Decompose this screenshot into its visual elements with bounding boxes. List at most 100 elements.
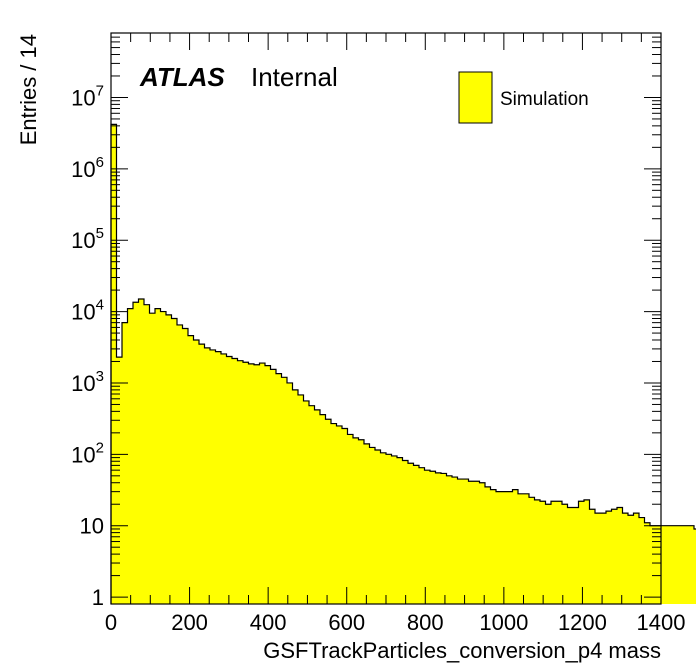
histogram-bar bbox=[545, 504, 552, 604]
histogram-bar bbox=[534, 499, 541, 604]
y-tick-exponent: 5 bbox=[96, 225, 104, 242]
histogram-bar bbox=[496, 491, 502, 604]
y-tick-base: 10 bbox=[71, 228, 95, 253]
histogram-bar bbox=[441, 473, 447, 604]
x-tick-label: 600 bbox=[328, 610, 365, 635]
x-axis-tick-labels: 0 200 400 600 800 1000 1200 1400 bbox=[105, 610, 686, 635]
histogram-bar bbox=[507, 491, 513, 604]
y-tick-exponent: 4 bbox=[96, 297, 104, 314]
internal-label: Internal bbox=[251, 62, 338, 92]
histogram-bar bbox=[402, 460, 409, 604]
histogram-bar bbox=[369, 447, 376, 604]
y-tick-label: 103 bbox=[71, 368, 104, 396]
histogram-bar bbox=[331, 423, 337, 604]
histogram-bar bbox=[182, 328, 189, 604]
histogram-bar bbox=[155, 308, 161, 604]
histogram-bar bbox=[232, 358, 238, 604]
histogram-bar bbox=[325, 419, 332, 604]
histogram-bar bbox=[320, 414, 326, 604]
x-tick-label: 200 bbox=[171, 610, 208, 635]
histogram-bar bbox=[424, 470, 431, 604]
histogram-bar bbox=[138, 299, 145, 604]
y-tick-base: 10 bbox=[71, 157, 95, 182]
histogram-bar bbox=[342, 428, 348, 604]
histogram-bar bbox=[611, 509, 618, 604]
histogram-bar bbox=[567, 507, 574, 604]
y-tick-exponent: 3 bbox=[96, 368, 104, 385]
y-tick-base: 10 bbox=[71, 85, 95, 110]
histogram-bar bbox=[661, 525, 667, 604]
histogram-bar bbox=[556, 501, 563, 604]
histogram-bar bbox=[188, 335, 194, 604]
histogram-bar bbox=[243, 362, 249, 604]
histogram-bar bbox=[468, 481, 475, 604]
legend-entry-label: Simulation bbox=[500, 89, 589, 110]
y-tick-label: 1 bbox=[92, 585, 104, 610]
y-tick-label: 104 bbox=[71, 297, 104, 325]
legend: Simulation bbox=[458, 71, 589, 124]
histogram-bar bbox=[408, 463, 414, 604]
histogram-bar bbox=[303, 400, 310, 604]
histogram-bar bbox=[413, 465, 420, 604]
y-tick-exponent: 7 bbox=[96, 82, 104, 99]
histogram-bar bbox=[666, 525, 673, 604]
legend-swatch bbox=[458, 71, 493, 124]
histogram-bar bbox=[166, 314, 172, 604]
histogram-bar bbox=[265, 365, 271, 604]
histogram-bar bbox=[518, 493, 524, 604]
histogram-bar bbox=[204, 347, 211, 604]
histogram-bar bbox=[683, 525, 689, 604]
histogram-bar bbox=[149, 313, 156, 604]
histogram-bar bbox=[237, 360, 244, 604]
histogram-bar bbox=[501, 491, 508, 604]
histogram-bar bbox=[347, 434, 354, 604]
histogram-bar bbox=[435, 472, 442, 604]
histogram-bar bbox=[391, 455, 398, 604]
histogram-bar bbox=[254, 364, 260, 604]
histogram-bar bbox=[248, 363, 255, 604]
atlas-label: ATLAS bbox=[139, 62, 225, 92]
y-axis-ticks bbox=[111, 32, 661, 598]
histogram-bar bbox=[419, 467, 425, 604]
histogram-bar bbox=[314, 409, 321, 604]
histogram-bar bbox=[430, 471, 436, 604]
histogram-bar bbox=[111, 124, 117, 604]
histogram-bar bbox=[584, 499, 590, 604]
histogram-bar bbox=[221, 353, 227, 604]
histogram-bar bbox=[177, 324, 183, 604]
x-axis-title: GSFTrackParticles_conversion_p4 mass bbox=[263, 638, 661, 663]
histogram-bar bbox=[364, 443, 370, 604]
y-tick-exponent: 2 bbox=[96, 439, 104, 456]
x-tick-label: 400 bbox=[250, 610, 287, 635]
histogram-bar bbox=[463, 479, 469, 604]
histogram-bar bbox=[122, 322, 128, 604]
histogram-bar bbox=[298, 394, 304, 604]
histogram-bar bbox=[386, 454, 392, 604]
histogram-bar bbox=[529, 497, 535, 604]
histogram-bar bbox=[160, 311, 167, 604]
histogram-bar bbox=[375, 450, 381, 604]
histogram-bar bbox=[490, 489, 497, 604]
histogram-bar bbox=[606, 511, 612, 604]
histogram-bar bbox=[116, 357, 123, 604]
histogram-bar bbox=[485, 486, 491, 604]
histogram-bar bbox=[397, 457, 403, 604]
histogram-bar bbox=[309, 405, 315, 604]
histogram-bar bbox=[578, 501, 585, 604]
y-tick-base: 10 bbox=[71, 442, 95, 467]
y-tick-exponent: 6 bbox=[96, 154, 104, 171]
histogram-bar bbox=[210, 349, 216, 604]
y-axis-title: Entries / 14 bbox=[16, 34, 41, 145]
histogram-bar bbox=[688, 525, 695, 604]
histogram-bar bbox=[617, 507, 623, 604]
x-tick-label: 1000 bbox=[479, 610, 528, 635]
histogram-bar bbox=[457, 479, 464, 604]
histogram-bar bbox=[270, 369, 277, 604]
histogram-bar bbox=[628, 515, 634, 604]
histogram-bar bbox=[672, 525, 678, 604]
histogram-bar bbox=[573, 507, 579, 604]
histogram-outline bbox=[110, 123, 696, 604]
histogram-bar bbox=[677, 525, 684, 604]
